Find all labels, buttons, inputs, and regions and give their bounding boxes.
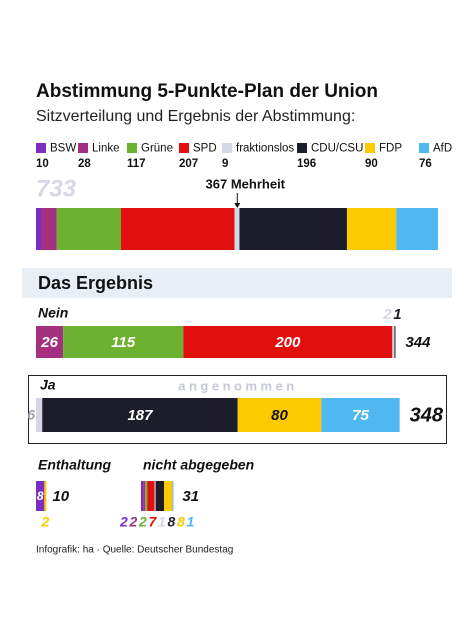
- majority-arrow: [234, 203, 241, 208]
- legend-value: 90: [365, 158, 378, 170]
- seat-segment: [56, 208, 122, 250]
- legend-label: fraktionslos: [236, 143, 294, 155]
- vote-segment: [155, 481, 164, 511]
- vote-total: 31: [182, 488, 199, 505]
- vote-segment: [36, 398, 43, 432]
- section-band: [22, 268, 452, 298]
- vote-label: 2: [41, 514, 50, 530]
- vote-label: 1: [158, 514, 166, 530]
- legend-value: 117: [127, 158, 146, 170]
- vote-label: 8: [37, 489, 44, 503]
- legend-label: Linke: [92, 143, 120, 155]
- vote-label: 8: [168, 514, 176, 530]
- vote-segment: [147, 481, 155, 511]
- legend-value: 28: [78, 158, 91, 170]
- vote-segment: [143, 481, 146, 511]
- vote-label: 187: [127, 407, 153, 424]
- legend-label: CDU/CSU: [311, 143, 363, 155]
- legend-label: AfD: [433, 143, 452, 155]
- vote-segment: [163, 481, 173, 511]
- vote-label: 115: [111, 334, 136, 351]
- vote-segment: [141, 481, 144, 511]
- vote-segment: [44, 481, 47, 511]
- vote-label: 26: [40, 334, 58, 351]
- vote-label: 8: [177, 514, 185, 530]
- vote-label: 1: [393, 306, 401, 323]
- legend-value: 196: [297, 158, 316, 170]
- legend-value: 9: [222, 158, 228, 170]
- seat-total: 733: [36, 175, 77, 202]
- legend-swatch: [222, 143, 232, 153]
- vote-label: 1: [187, 514, 195, 530]
- vote-segment: [183, 326, 393, 358]
- vote-segment: [237, 398, 322, 432]
- vote-title: Enthaltung: [38, 457, 112, 473]
- vote-segment: [36, 326, 64, 358]
- legend-swatch: [179, 143, 189, 153]
- vote-label: 75: [352, 407, 369, 424]
- vote-title: nicht abgegeben: [143, 457, 254, 473]
- legend-label: FDP: [379, 143, 402, 155]
- seat-segment: [41, 208, 57, 250]
- subtitle: Sitzverteilung und Ergebnis der Abstimmu…: [36, 108, 355, 125]
- legend-swatch: [297, 143, 307, 153]
- vote-segment: [394, 326, 396, 358]
- vote-total: 348: [410, 404, 444, 426]
- vote-label: 80: [271, 407, 288, 424]
- legend-value: 10: [36, 158, 49, 170]
- majority-label: 367 Mehrheit: [206, 176, 286, 191]
- legend-swatch: [127, 143, 137, 153]
- seat-segment: [346, 208, 397, 250]
- vote-segment: [42, 398, 238, 432]
- legend-swatch: [78, 143, 88, 153]
- seat-segment: [239, 208, 347, 250]
- status: angenommen: [178, 378, 298, 393]
- vote-label: 7: [149, 514, 158, 530]
- legend-swatch: [365, 143, 375, 153]
- vote-label: 2: [119, 514, 128, 530]
- ja-box: [28, 375, 447, 444]
- vote-segment: [392, 326, 395, 358]
- vote-segment: [321, 398, 400, 432]
- legend-label: Grüne: [141, 143, 173, 155]
- legend-value: 76: [419, 158, 432, 170]
- title: Abstimmung 5-Punkte-Plan der Union: [36, 81, 378, 102]
- vote-segment: [145, 481, 148, 511]
- vote-label: 200: [274, 334, 301, 351]
- vote-total: 344: [405, 334, 431, 351]
- vote-label: 2: [129, 514, 138, 530]
- vote-segment: [63, 326, 184, 358]
- section-title: Das Ergebnis: [38, 273, 153, 293]
- vote-segment: [172, 481, 174, 511]
- vote-total: 10: [52, 488, 69, 505]
- legend-swatch: [36, 143, 46, 153]
- source: Infografik: ha · Quelle: Deutscher Bunde…: [36, 545, 233, 556]
- seat-segment: [121, 208, 235, 250]
- legend-label: BSW: [50, 143, 76, 155]
- legend-label: SPD: [193, 143, 217, 155]
- vote-label: 2: [382, 306, 392, 323]
- legend-value: 207: [179, 158, 198, 170]
- legend-swatch: [419, 143, 429, 153]
- vote-segment: [36, 481, 45, 511]
- seat-segment: [36, 208, 42, 250]
- vote-segment: [154, 481, 156, 511]
- vote-title: Nein: [38, 305, 68, 321]
- seat-segment: [396, 208, 438, 250]
- vote-label: 2: [138, 514, 147, 530]
- vote-title: Ja: [40, 377, 56, 393]
- seat-segment: [234, 208, 240, 250]
- vote-label: 6: [27, 407, 35, 423]
